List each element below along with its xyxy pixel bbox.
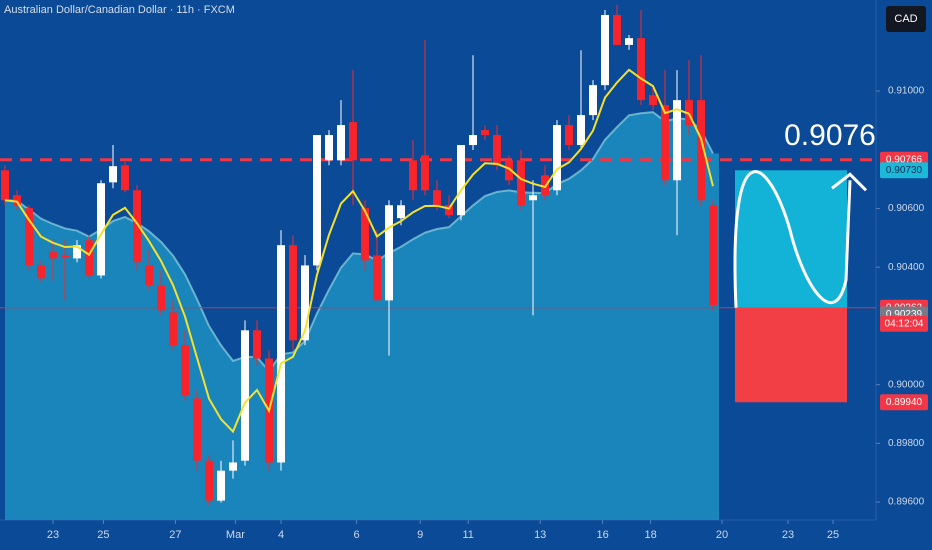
price-tag-label: 0.90766 bbox=[886, 154, 923, 165]
candle-body bbox=[313, 135, 321, 266]
candle-body bbox=[685, 100, 693, 126]
y-tick-label: 0.91000 bbox=[888, 86, 925, 97]
x-tick-label: 18 bbox=[644, 529, 656, 541]
candle-body bbox=[121, 165, 129, 191]
ma-line bbox=[4, 68, 714, 434]
x-tick-label: 23 bbox=[47, 529, 59, 541]
candle-body bbox=[505, 160, 513, 181]
price-tag bbox=[880, 394, 928, 411]
candle-body bbox=[73, 245, 81, 259]
candle-body bbox=[601, 14, 609, 86]
x-tick-label: 23 bbox=[782, 529, 794, 541]
candle-body bbox=[301, 265, 309, 341]
candle-body bbox=[133, 190, 141, 263]
x-tick-label: 25 bbox=[97, 529, 109, 541]
candle-body bbox=[277, 245, 285, 463]
y-tick-label: 0.90000 bbox=[888, 379, 925, 390]
target-annotation: 0.9076 bbox=[784, 119, 876, 152]
price-tag-label: 0.90730 bbox=[886, 165, 923, 176]
candle-body bbox=[637, 38, 645, 101]
y-tick-label: 0.90600 bbox=[888, 203, 925, 214]
candle-body bbox=[145, 265, 153, 286]
candle-body bbox=[85, 240, 93, 276]
candle-body bbox=[697, 100, 705, 201]
candle-body bbox=[205, 460, 213, 501]
currency-button[interactable] bbox=[886, 6, 926, 32]
x-tick-label: 6 bbox=[354, 529, 360, 541]
candle-body bbox=[553, 125, 561, 191]
candle-body bbox=[673, 100, 681, 181]
projection-curve bbox=[733, 170, 852, 308]
candle-body bbox=[193, 398, 201, 461]
stop-loss-zone bbox=[735, 307, 847, 403]
candle-body bbox=[433, 190, 441, 206]
candle-body bbox=[13, 195, 21, 206]
candle-body bbox=[361, 208, 369, 261]
candle-body bbox=[625, 38, 633, 45]
candle-body bbox=[49, 252, 57, 259]
candle-body bbox=[289, 245, 297, 341]
price-tag-label: 0.89940 bbox=[886, 397, 923, 408]
countdown-label: 04:12:04 bbox=[885, 318, 924, 329]
x-tick-label: 16 bbox=[596, 529, 608, 541]
candle-body bbox=[253, 330, 261, 359]
price-tag bbox=[880, 162, 928, 179]
candle-body bbox=[589, 85, 597, 116]
candle-body bbox=[469, 135, 477, 146]
candle-body bbox=[421, 155, 429, 191]
candle-body bbox=[649, 95, 657, 106]
candle-body bbox=[397, 205, 405, 219]
candle-body bbox=[337, 125, 345, 161]
y-tick-label: 0.89800 bbox=[888, 438, 925, 449]
candle-body bbox=[169, 312, 177, 346]
currency-label: CAD bbox=[894, 13, 917, 25]
candle-body bbox=[37, 265, 45, 279]
candle-body bbox=[373, 255, 381, 301]
candle-body bbox=[217, 470, 225, 501]
ma-area bbox=[5, 112, 719, 521]
candle-body bbox=[385, 205, 393, 301]
x-tick-label: 25 bbox=[827, 529, 839, 541]
price-tag-label: 0.90239 bbox=[886, 309, 923, 320]
candle-body bbox=[445, 205, 453, 216]
x-tick-label: 11 bbox=[462, 529, 473, 541]
candle-body bbox=[529, 195, 537, 201]
candle-body bbox=[97, 183, 105, 276]
candle-body bbox=[457, 145, 465, 216]
y-tick-label: 0.90400 bbox=[888, 262, 925, 273]
candle-body bbox=[157, 285, 165, 311]
x-tick-label: 13 bbox=[534, 529, 546, 541]
projection-arrowhead bbox=[831, 172, 868, 192]
x-tick-label: 4 bbox=[278, 529, 284, 541]
candle-body bbox=[661, 105, 669, 181]
candle-body bbox=[241, 330, 249, 461]
candle-body bbox=[349, 122, 357, 161]
x-tick-label: 27 bbox=[169, 529, 181, 541]
x-tick-label: 20 bbox=[716, 529, 728, 541]
candle-body bbox=[181, 345, 189, 396]
candle-body bbox=[229, 462, 237, 471]
countdown-tag bbox=[880, 315, 928, 332]
candle-body bbox=[61, 255, 69, 258]
candle-body bbox=[493, 135, 501, 166]
candle-body bbox=[709, 205, 717, 306]
plot bbox=[0, 4, 876, 521]
candle-body bbox=[517, 160, 525, 206]
candle-body bbox=[25, 208, 33, 266]
y-tick-label: 0.89600 bbox=[888, 497, 925, 508]
ma-area-edge bbox=[4, 111, 714, 373]
x-tick-label: Mar bbox=[226, 529, 245, 541]
candle-body bbox=[409, 160, 417, 191]
candle-body bbox=[577, 115, 585, 146]
candle-body bbox=[1, 170, 9, 201]
candle-body bbox=[109, 166, 117, 183]
candle-body bbox=[325, 135, 333, 161]
chart-title: Australian Dollar/Canadian Dollar · 11h … bbox=[4, 4, 235, 16]
candle-body bbox=[565, 125, 573, 146]
candle-body bbox=[481, 130, 489, 136]
x-tick-label: 9 bbox=[417, 529, 423, 541]
candle-body bbox=[613, 14, 621, 45]
